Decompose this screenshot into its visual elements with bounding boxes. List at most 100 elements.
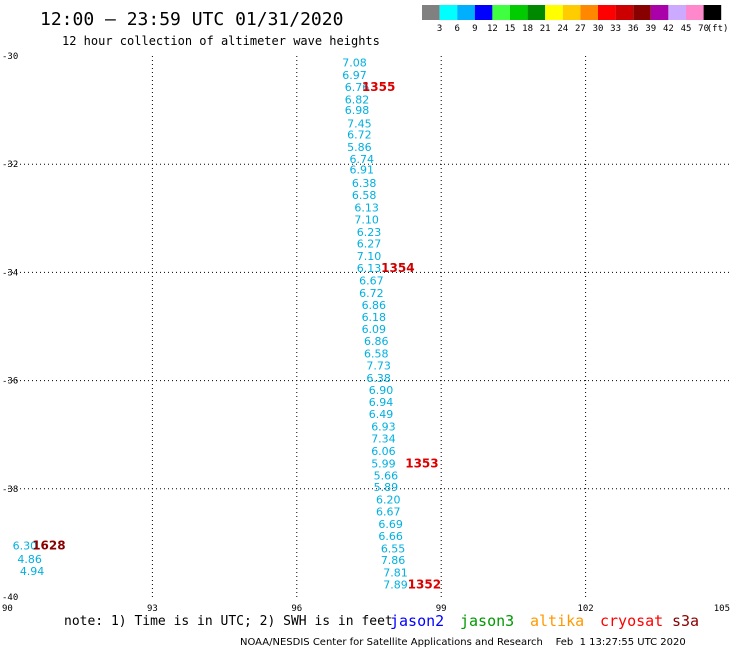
wave-height-label: 6.38 (352, 177, 377, 190)
wave-height-label: 6.91 (350, 164, 375, 177)
colorbar-swatch (422, 5, 440, 20)
colorbar-swatch (633, 5, 651, 20)
pass-number: 1628 (32, 539, 65, 553)
satellite-name: s3a (672, 612, 699, 630)
colorbar-swatch (457, 5, 475, 20)
x-tick-label: 99 (436, 604, 447, 614)
wave-height-label: 6.18 (362, 311, 387, 324)
y-tick-label: -36 (2, 377, 18, 387)
satellite-legend: jason2 jason3 altika cryosat s3a (390, 612, 699, 630)
colorbar-label: 9 (472, 24, 477, 34)
colorbar-swatch (650, 5, 669, 20)
colorbar-swatch (474, 5, 493, 20)
x-tick-label: 102 (577, 604, 593, 614)
wave-height-label: 6.58 (352, 189, 377, 202)
x-tick-label: 105 (714, 604, 730, 614)
y-tick-label: -32 (2, 160, 18, 170)
colorbar-label: 33 (610, 24, 621, 34)
x-tick-label: 96 (291, 604, 302, 614)
colorbar-label: 70 (698, 24, 709, 34)
wave-height-label: 5.86 (347, 141, 372, 154)
satellite-name: cryosat (600, 612, 663, 630)
wave-height-label: 6.72 (359, 287, 384, 300)
wave-height-label: 7.86 (381, 554, 406, 567)
y-tick-label: -38 (2, 485, 18, 495)
footer-note: note: 1) Time is in UTC; 2) SWH is in fe… (64, 614, 393, 629)
wave-height-label: 6.67 (376, 506, 401, 519)
wave-height-label: 6.86 (364, 335, 389, 348)
pass-number-labels: 1355 1354 1353 1352 1628 (32, 80, 441, 592)
wave-height-label: 6.13 (357, 262, 382, 275)
wave-height-label: 6.06 (371, 445, 396, 458)
wave-height-label: 7.34 (371, 432, 396, 445)
colorbar-unit: (ft) (707, 24, 729, 34)
wave-height-label: 7.10 (354, 213, 379, 226)
colorbar-swatch (686, 5, 704, 20)
wave-height-label: 6.72 (347, 128, 372, 141)
colorbar-label: 18 (522, 24, 533, 34)
colorbar-swatch (510, 5, 528, 20)
colorbar-swatch (615, 5, 634, 20)
wave-height-label: 7.45 (347, 118, 372, 131)
wave-height-label: 5.66 (374, 469, 399, 482)
y-axis-ticks: -30 -32 -34 -36 -38 -40 (2, 52, 18, 603)
x-tick-label: 90 (2, 604, 13, 614)
wave-height-label: 5.99 (371, 457, 396, 470)
wave-height-label: 6.90 (369, 384, 394, 397)
colorbar-swatch (668, 5, 686, 20)
wave-height-label: 6.58 (364, 348, 389, 361)
grid-lines (8, 56, 730, 597)
pass-number: 1352 (408, 578, 441, 592)
wave-height-label: 6.30 (13, 540, 38, 553)
pass-number: 1354 (381, 261, 414, 275)
wave-height-label: 5.89 (374, 481, 399, 494)
colorbar-swatch (439, 5, 458, 20)
colorbar-label: 30 (593, 24, 604, 34)
wave-height-label: 6.94 (369, 396, 394, 409)
colorbar-label: 3 (437, 24, 442, 34)
y-tick-label: -40 (2, 593, 18, 603)
x-axis-ticks: 90 93 96 99 102 105 (2, 604, 730, 614)
y-tick-label: -34 (2, 268, 18, 278)
satellite-name: jason3 (460, 612, 514, 630)
colorbar-label: 27 (575, 24, 586, 34)
colorbar-swatch (580, 5, 598, 20)
colorbar-swatch (492, 5, 510, 20)
wave-height-label: 7.10 (357, 250, 382, 263)
satellite-name: altika (530, 612, 584, 630)
pass-number: 1353 (405, 456, 438, 470)
chart-subtitle: 12 hour collection of altimeter wave hei… (62, 34, 380, 48)
colorbar-label: 12 (487, 24, 498, 34)
wave-height-label: 6.13 (354, 201, 379, 214)
colorbar-label: 42 (663, 24, 674, 34)
colorbar-label: 15 (505, 24, 516, 34)
colorbar-label: 21 (540, 24, 551, 34)
colorbar-swatch (562, 5, 581, 20)
colorbar-swatch (703, 5, 722, 20)
colorbar-label: 36 (628, 24, 639, 34)
satellite-name: jason2 (390, 612, 444, 630)
wave-height-label: 6.67 (359, 275, 384, 288)
wave-height-label: 4.94 (20, 565, 45, 578)
wave-height-label: 6.98 (345, 104, 370, 117)
wave-height-label: 6.97 (342, 69, 367, 82)
wave-height-label: 6.86 (362, 299, 387, 312)
x-tick-label: 93 (147, 604, 158, 614)
wave-height-label: 6.66 (378, 530, 403, 543)
wave-height-label: 7.81 (383, 567, 408, 580)
colorbar-label: 39 (645, 24, 656, 34)
pass-number: 1355 (362, 80, 395, 94)
wave-height-label: 6.49 (369, 408, 394, 421)
colorbar-label: 24 (557, 24, 568, 34)
colorbar-legend: 3 6 9 12 15 18 21 24 27 30 33 36 39 42 45 70(ft) (422, 5, 728, 34)
wave-height-label: 6.23 (357, 226, 382, 239)
wave-height-label: 6.20 (376, 494, 401, 507)
footer-credit: NOAA/NESDIS Center for Satellite Applica… (240, 637, 686, 648)
wave-height-label: 6.55 (381, 542, 406, 555)
wave-height-label: 7.89 (383, 579, 408, 592)
wave-height-label: 7.73 (366, 359, 391, 372)
wave-height-label: 6.69 (378, 518, 403, 531)
colorbar-swatch (545, 5, 563, 20)
wave-height-label: 6.27 (357, 238, 382, 251)
